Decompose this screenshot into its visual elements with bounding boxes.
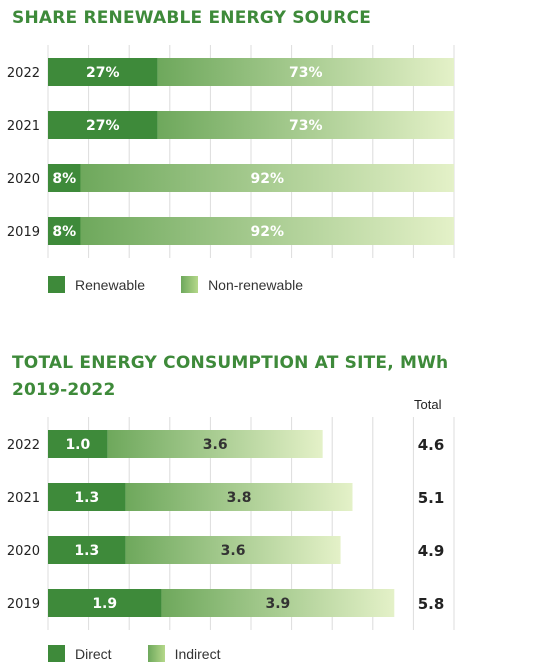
bar-indirect: [107, 430, 323, 458]
category-label: 2020: [7, 544, 40, 559]
bar-non-renewable: [80, 164, 454, 192]
legend-label-non-renewable: Non-renewable: [208, 276, 304, 293]
data-label: 3.6: [221, 543, 246, 559]
legend-swatch-renewable: [48, 276, 65, 293]
legend: Renewable Non-renewable: [48, 276, 339, 293]
bar-non-renewable: [157, 58, 454, 86]
data-label: 27%: [86, 118, 120, 134]
data-label: 92%: [250, 171, 284, 187]
renewable-share-plot: 2022 27% 73% 2021 27% 73% 2020 8% 92% 2019 8% 92%: [7, 45, 455, 258]
total-value: 5.8: [418, 595, 445, 613]
category-label: 2022: [7, 66, 40, 81]
data-label: 3.6: [203, 437, 228, 453]
bar-indirect: [125, 536, 341, 564]
data-label: 3.9: [265, 596, 290, 612]
bar-direct: [48, 536, 126, 564]
legend-swatch-direct: [48, 645, 65, 662]
bar-non-renewable: [157, 111, 454, 139]
bar-direct: [48, 430, 108, 458]
legend-label-renewable: Renewable: [75, 276, 146, 293]
category-label: 2021: [7, 119, 40, 134]
chart-title: SHARE RENEWABLE ENERGY SOURCE: [12, 8, 372, 28]
category-label: 2021: [7, 491, 40, 506]
data-label: 1.3: [74, 543, 99, 559]
data-label: 73%: [289, 118, 323, 134]
legend-item-direct: Direct: [48, 645, 112, 662]
legend-label-direct: Direct: [75, 645, 112, 662]
bar-indirect: [125, 483, 353, 511]
category-label: 2019: [7, 225, 40, 240]
legend-item-renewable: Renewable: [48, 276, 145, 293]
data-label: 8%: [52, 224, 76, 240]
bar-renewable: [48, 58, 158, 86]
data-label: 1.9: [92, 596, 117, 612]
data-label: 73%: [289, 65, 323, 81]
legend: Direct Indirect: [48, 645, 256, 662]
legend-swatch-indirect: [147, 645, 165, 662]
category-label: 2022: [7, 438, 40, 453]
total-value: 5.1: [418, 489, 445, 507]
legend-item-non-renewable: Non-renewable: [181, 276, 303, 293]
bar-renewable: [48, 111, 158, 139]
total-value: 4.9: [418, 542, 445, 560]
bar-direct: [48, 589, 162, 617]
data-label: 1.3: [74, 490, 99, 506]
data-label: 92%: [250, 224, 284, 240]
data-label: 27%: [86, 65, 120, 81]
bar-renewable: [48, 217, 81, 245]
totals-header: Total: [414, 397, 442, 412]
total-value: 4.6: [418, 436, 445, 454]
chart-title: TOTAL ENERGY CONSUMPTION AT SITE, MWh 20…: [12, 353, 449, 400]
data-label: 1.0: [65, 437, 90, 453]
legend-label-indirect: Indirect: [174, 645, 221, 662]
legend-swatch-non-renewable: [181, 276, 199, 293]
category-label: 2020: [7, 172, 40, 187]
legend-item-indirect: Indirect: [147, 645, 221, 662]
bar-renewable: [48, 164, 81, 192]
data-label: 8%: [52, 171, 76, 187]
bar-indirect: [161, 589, 395, 617]
bar-non-renewable: [80, 217, 454, 245]
category-label: 2019: [7, 597, 40, 612]
bar-direct: [48, 483, 126, 511]
data-label: 3.8: [227, 490, 252, 506]
